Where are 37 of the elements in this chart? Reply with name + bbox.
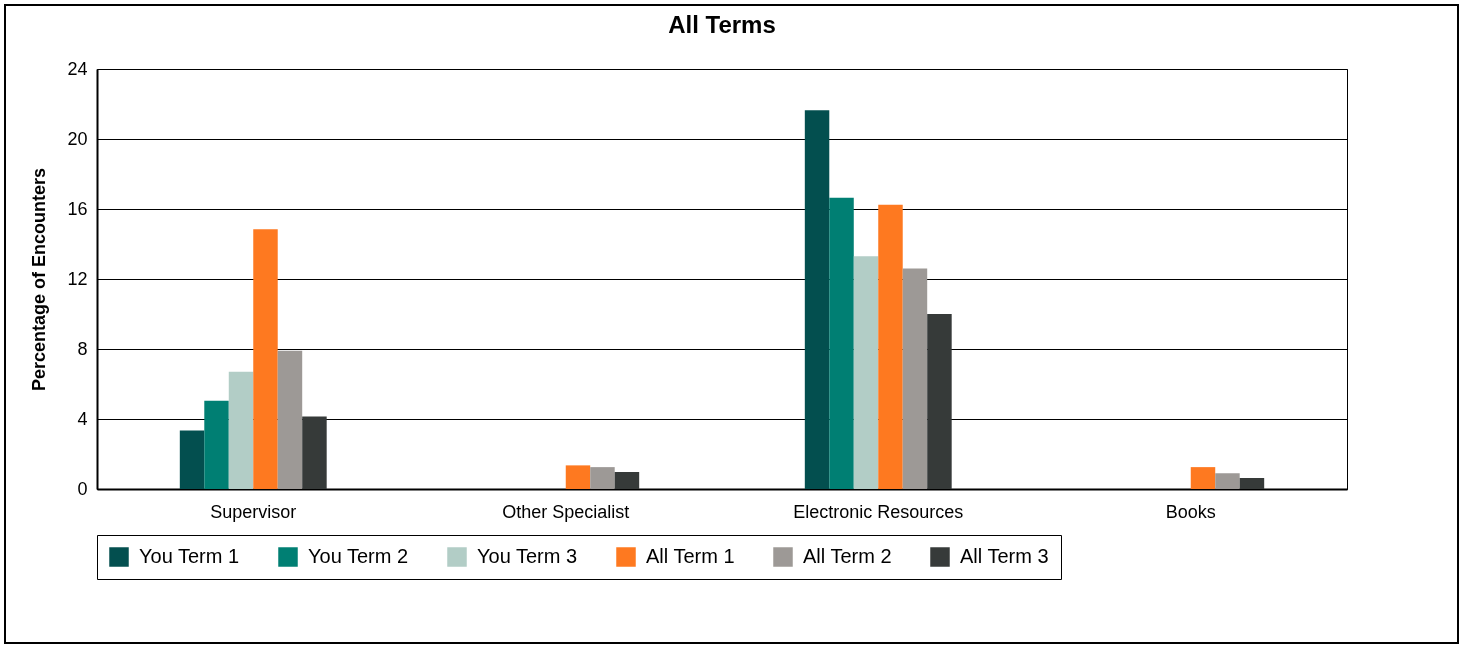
bar [829, 197, 854, 489]
chart-title: All Terms [668, 11, 776, 38]
bar [228, 371, 254, 489]
y-axis-title: Percentage of Encounters [29, 167, 50, 392]
bar [277, 350, 303, 489]
bar [1239, 477, 1265, 489]
legend-label: You Term 2 [308, 545, 409, 567]
bar [1190, 467, 1216, 489]
x-tick-label: Books [1165, 501, 1216, 522]
bar [927, 314, 952, 489]
bar [204, 400, 229, 489]
bar [302, 416, 327, 489]
bar [902, 268, 928, 489]
legend-label: All Term 3 [960, 545, 1049, 567]
bar [853, 256, 879, 489]
bar [1215, 473, 1240, 489]
bar [590, 467, 615, 489]
legend-label: You Term 3 [477, 545, 578, 567]
y-tick-label: 4 [77, 408, 88, 429]
bar [565, 465, 591, 489]
legend-label: You Term 1 [139, 545, 240, 567]
y-tick-label: 20 [67, 128, 88, 149]
legend-label: All Term 2 [803, 545, 892, 567]
y-tick-label: 8 [77, 338, 88, 359]
x-tick-label: Electronic Resources [793, 501, 964, 522]
y-tick-label: 16 [67, 198, 88, 219]
x-tick-label: Other Specialist [502, 501, 630, 522]
y-tick-label: 0 [77, 478, 88, 499]
x-tick-label: Supervisor [210, 501, 297, 522]
bar [179, 430, 205, 489]
legend-label: All Term 1 [646, 545, 735, 567]
bar [253, 229, 278, 489]
bar [804, 110, 830, 489]
bar [614, 472, 640, 489]
bar [878, 204, 903, 489]
y-tick-label: 12 [67, 268, 88, 289]
y-tick-label: 24 [67, 58, 88, 79]
